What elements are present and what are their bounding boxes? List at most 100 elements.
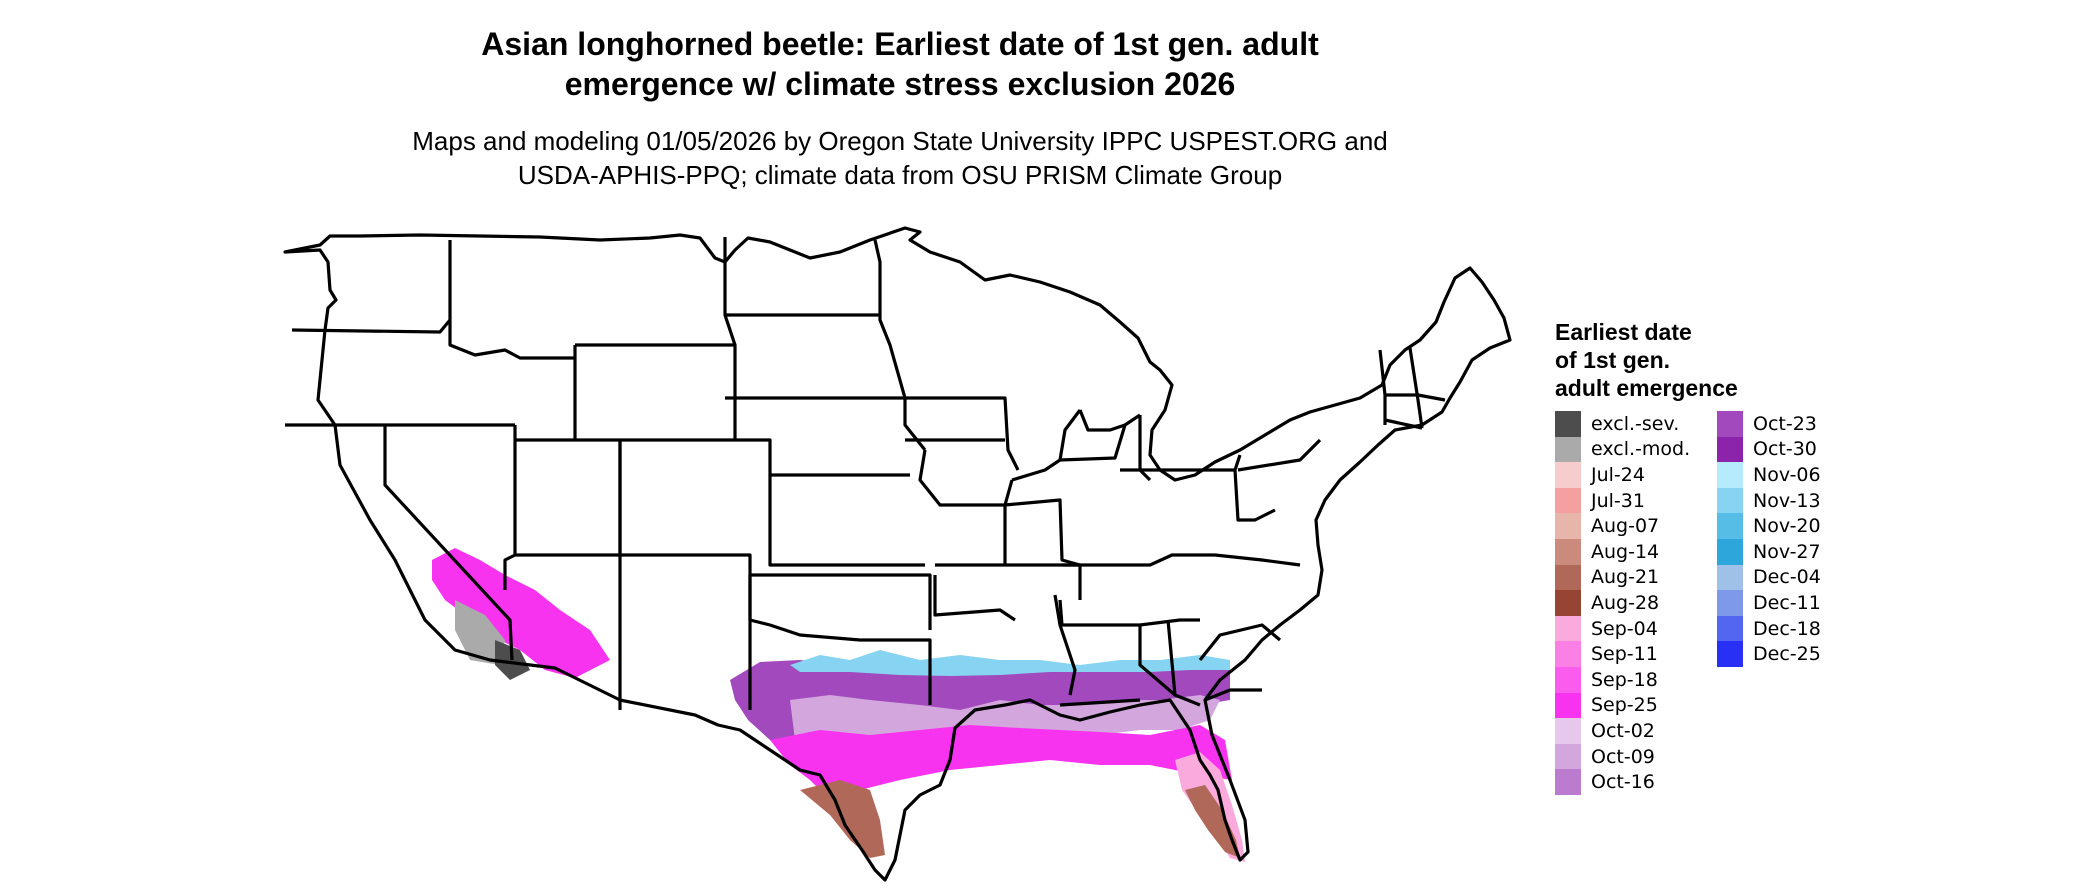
state-line-16: [750, 573, 932, 630]
state-line-45: [1384, 418, 1423, 430]
legend-label: Dec-04: [1753, 566, 1821, 589]
legend-swatch: [1717, 590, 1743, 616]
state-line-32: [1138, 625, 1177, 697]
state-line-18: [873, 239, 927, 451]
state-line-35: [1166, 619, 1201, 707]
legend-item: Nov-27: [1717, 538, 1821, 565]
state-line-9: [620, 553, 752, 710]
legend-item: Aug-14: [1555, 538, 1690, 565]
state-line-44: [1385, 393, 1446, 402]
legend-item: Nov-20: [1717, 513, 1821, 539]
legend-label: Aug-28: [1591, 591, 1660, 614]
emergence-zone: [432, 548, 610, 678]
state-line-40: [1233, 469, 1276, 522]
legend-item: Nov-06: [1717, 462, 1821, 488]
emergence-zone: [790, 650, 1230, 676]
legend-swatch: [1555, 769, 1581, 795]
legend-item: Sep-04: [1555, 615, 1690, 642]
emergence-zone: [495, 640, 530, 680]
state-line-25: [1004, 498, 1081, 567]
map-title: Asian longhorned beetle: Earliest date o…: [0, 24, 1800, 104]
legend-item: Sep-25: [1555, 692, 1690, 719]
state-line-15: [768, 475, 925, 567]
state-line-21: [918, 449, 1005, 507]
emergence-zones: [432, 548, 1245, 862]
legend-swatch: [1717, 538, 1743, 565]
state-line-1: [291, 318, 452, 334]
legend-item: Oct-09: [1555, 743, 1690, 770]
legend-label: Dec-18: [1753, 617, 1821, 640]
legend-swatch: [1555, 462, 1581, 488]
legend-swatch: [1555, 718, 1581, 744]
legend-swatch: [1555, 590, 1581, 616]
legend-swatch: [1717, 462, 1743, 488]
legend-label: Dec-11: [1753, 591, 1821, 614]
legend-label: Jul-24: [1591, 463, 1645, 486]
title-line-1: Asian longhorned beetle: Earliest date o…: [481, 26, 1319, 62]
state-line-27: [1059, 413, 1141, 462]
legend-label: Nov-13: [1753, 489, 1821, 512]
state-line-17: [748, 575, 932, 705]
subtitle-line-1: Maps and modeling 01/05/2026 by Oregon S…: [412, 126, 1388, 156]
legend-item: Aug-28: [1555, 590, 1690, 616]
legend-swatch: [1555, 538, 1581, 565]
legend-swatch: [1717, 615, 1743, 642]
legend-item: Sep-18: [1555, 666, 1690, 693]
legend-label: Oct-16: [1591, 771, 1655, 794]
legend-title: Earliest date of 1st gen. adult emergenc…: [1555, 318, 1738, 402]
legend-label: Dec-25: [1753, 643, 1821, 666]
state-line-36: [1059, 698, 1141, 707]
state-line-37: [1204, 688, 1262, 702]
state-line-4: [503, 425, 517, 590]
state-line-28: [1078, 409, 1126, 432]
emergence-zone: [455, 600, 505, 665]
legend-swatch: [1555, 743, 1581, 770]
legend-swatch: [1555, 487, 1581, 514]
legend-label: Aug-07: [1591, 515, 1660, 538]
legend-item: Dec-04: [1717, 564, 1821, 591]
legend-swatch: [1555, 564, 1581, 591]
legend-label: Oct-30: [1753, 438, 1817, 461]
legend-label: excl.-sev.: [1591, 412, 1680, 435]
state-line-19: [890, 396, 1020, 471]
legend-label: Nov-27: [1753, 540, 1821, 563]
state-line-30: [1053, 594, 1077, 696]
legend-label: Jul-31: [1591, 489, 1645, 512]
legend-label: Sep-11: [1591, 643, 1658, 666]
legend-label: Nov-06: [1753, 463, 1821, 486]
state-line-5: [448, 240, 575, 360]
legend-swatch: [1555, 641, 1581, 667]
legend-swatch: [1555, 513, 1581, 539]
legend-label: Sep-25: [1591, 694, 1658, 717]
legend-title-line-1: Earliest date: [1555, 319, 1692, 345]
legend-swatch: [1717, 411, 1743, 437]
legend-item: excl.-mod.: [1555, 436, 1691, 463]
legend-item: Jul-24: [1555, 462, 1690, 488]
state-line-23: [933, 575, 1016, 622]
state-line-14: [735, 438, 910, 477]
emergence-zone: [1185, 785, 1240, 858]
legend-label: Sep-18: [1591, 668, 1658, 691]
state-line-41: [1237, 438, 1322, 472]
state-line-26: [1011, 409, 1082, 482]
legend-label: Oct-23: [1753, 412, 1817, 435]
legend-swatch: [1717, 513, 1743, 539]
legend-item: Dec-11: [1717, 590, 1821, 616]
emergence-zone: [770, 725, 1232, 800]
legend-column-1: excl.-sev. excl.-mod. Jul-24 Jul-31 Aug-07 Au…: [1555, 411, 1690, 795]
legend-item: Oct-02: [1555, 718, 1690, 744]
legend-title-line-3: adult emergence: [1555, 375, 1738, 401]
state-line-31: [1060, 618, 1200, 627]
state-borders: [283, 226, 1512, 882]
legend-item: excl.-sev.: [1555, 411, 1690, 437]
legend-label: excl.-mod.: [1591, 438, 1691, 461]
legend-swatch: [1555, 692, 1581, 719]
legend-swatch: [1717, 564, 1743, 591]
state-line-22: [935, 479, 1014, 567]
state-line-33: [1062, 553, 1301, 567]
legend-swatch: [1717, 436, 1743, 463]
legend-swatch: [1555, 615, 1581, 642]
legend-label: Aug-21: [1591, 566, 1660, 589]
state-line-43: [1408, 347, 1424, 429]
us-outline: [283, 226, 1512, 882]
